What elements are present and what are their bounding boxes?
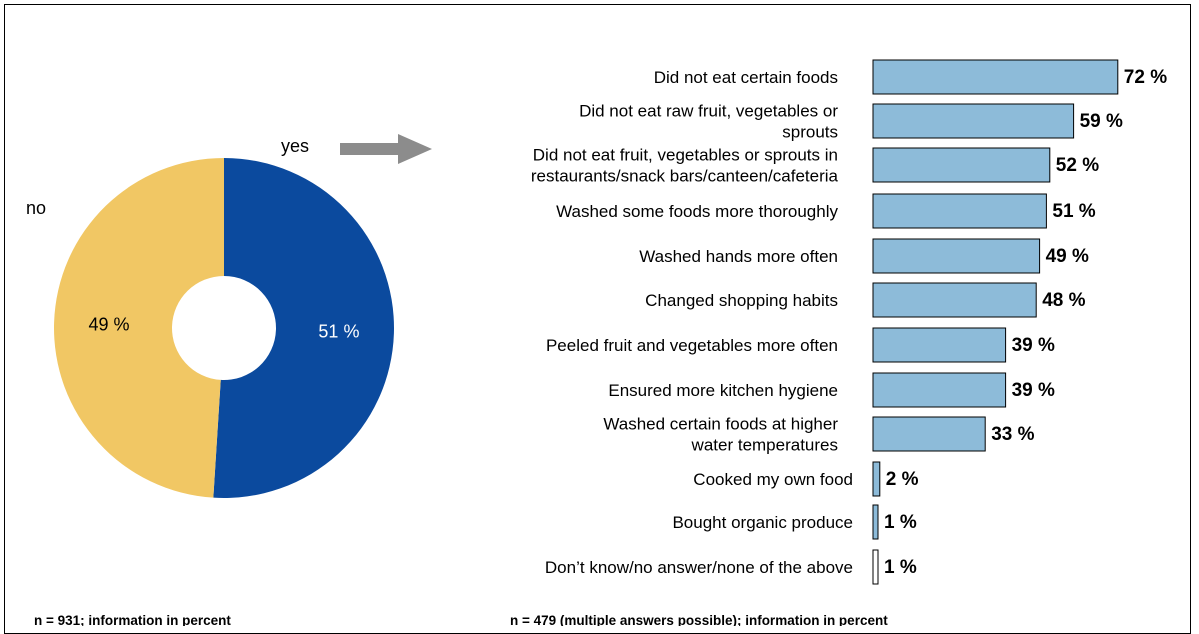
bar-category-label: Did not eat raw fruit, vegetables or spro… xyxy=(579,102,838,142)
bar xyxy=(872,327,1007,363)
bar-category-label: Washed certain foods at higher water temp… xyxy=(603,415,838,455)
bar-category-label: Washed some foods more thoroughly xyxy=(556,202,838,221)
bar-value-label: 1 % xyxy=(884,557,917,578)
donut-value-label: 49 % xyxy=(89,314,130,334)
bar-category-label: Ensured more kitchen hygiene xyxy=(608,381,838,400)
donut-category-no: no xyxy=(26,198,46,218)
bar-value-label: 39 % xyxy=(1012,380,1055,401)
bar xyxy=(872,461,881,497)
donut-value-label: 51 % xyxy=(318,322,359,342)
bar xyxy=(872,147,1051,183)
bar-value-label: 33 % xyxy=(991,424,1034,445)
bar-value-label: 72 % xyxy=(1124,67,1167,88)
bar xyxy=(872,549,879,585)
donut-slice-yes xyxy=(213,158,395,498)
bar xyxy=(872,372,1007,408)
bar xyxy=(872,193,1047,229)
bar-category-label: Peeled fruit and vegetables more often xyxy=(546,336,838,355)
bar xyxy=(872,504,879,540)
bar-footnote: n = 479 (multiple answers possible); inf… xyxy=(510,613,888,626)
donut-category-yes: yes xyxy=(281,136,309,156)
bar-value-label: 59 % xyxy=(1080,111,1123,132)
bar-value-label: 52 % xyxy=(1056,155,1099,176)
bar-category-label: Cooked my own food xyxy=(693,470,853,489)
donut-footnote: n = 931; information in percent xyxy=(34,613,231,626)
bar xyxy=(872,282,1037,318)
bar xyxy=(872,238,1041,274)
donut-slice-no xyxy=(54,158,225,498)
bar-category-label: Changed shopping habits xyxy=(645,291,838,310)
bar-value-label: 39 % xyxy=(1012,335,1055,356)
donut-chart: 51 % 49 % xyxy=(54,158,395,498)
bar xyxy=(872,59,1119,95)
bar-value-label: 2 % xyxy=(886,469,919,490)
bar-category-label: Don’t know/no answer/none of the above xyxy=(545,558,853,577)
bar-chart: 72 % Did not eat certain foods 59 % Did not… xyxy=(531,59,1167,585)
bar-category-label: Washed hands more often xyxy=(639,247,838,266)
bar xyxy=(872,103,1075,139)
bar-category-label: Did not eat fruit, vegetables or sprouts… xyxy=(531,146,839,186)
bar-value-label: 48 % xyxy=(1042,290,1085,311)
bar-value-label: 51 % xyxy=(1052,201,1095,222)
bar-value-label: 1 % xyxy=(884,512,917,533)
bar-category-label: Did not eat certain foods xyxy=(654,68,838,87)
arrow-icon xyxy=(340,134,432,164)
bar xyxy=(872,416,986,452)
bar-category-label: Bought organic produce xyxy=(672,513,853,532)
bar-value-label: 49 % xyxy=(1046,246,1089,267)
